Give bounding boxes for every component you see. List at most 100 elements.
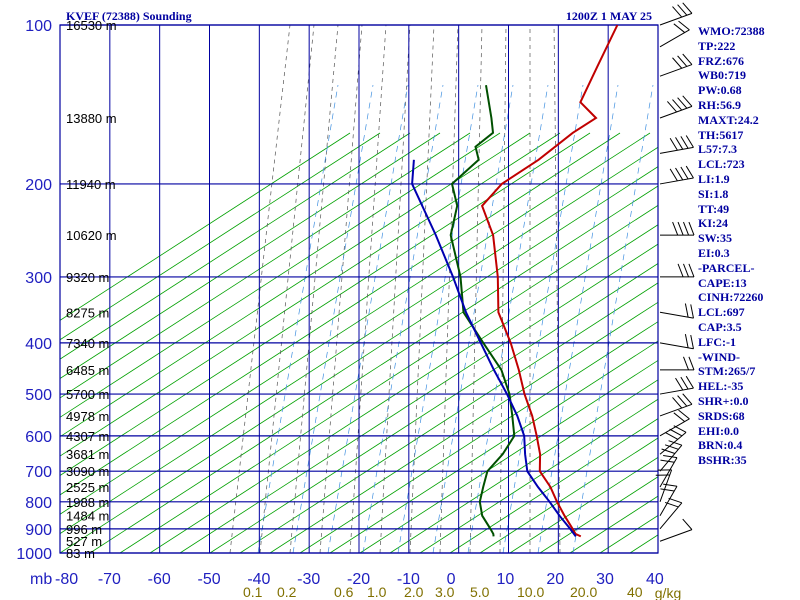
sounding-title: KVEF (72388) Sounding <box>66 9 192 23</box>
mixing-ratio-label: 5.0 <box>470 584 490 600</box>
wind-barb-flag <box>669 428 683 437</box>
wind-barb <box>659 135 694 154</box>
wind-barb <box>659 409 690 437</box>
wind-barb-flag <box>669 138 678 151</box>
wind-barb-flag <box>688 263 695 278</box>
wind-barb-flag <box>685 165 694 179</box>
dry-adiabat-line <box>60 132 351 321</box>
wind-barb-staff <box>659 431 687 455</box>
mixing-ratio-line <box>502 84 584 553</box>
index-item: TP:222 <box>698 38 736 53</box>
wind-barb-flag <box>661 448 676 454</box>
wind-barb <box>660 263 695 278</box>
mixing-ratio-line <box>537 84 619 553</box>
height-label: 527 m <box>66 534 102 549</box>
pressure-unit-label: mb <box>30 571 52 588</box>
wind-barb-flag <box>680 166 689 180</box>
index-item: BSHR:35 <box>698 453 747 468</box>
moist-adiabat-line <box>409 25 435 553</box>
temperature-tick-label: 30 <box>596 571 614 588</box>
wind-barb-flag <box>675 137 684 150</box>
wind-barb-flag <box>678 409 690 420</box>
index-item: LI:1.9 <box>698 171 730 186</box>
mixing-ratio-label: 40 <box>627 584 643 600</box>
wind-barb-flag <box>684 334 689 348</box>
index-item: PW:0.68 <box>698 83 742 98</box>
mixing-ratio-label: 0.6 <box>334 584 354 600</box>
plot-frame <box>59 24 659 554</box>
moist-adiabat-line <box>289 25 339 553</box>
height-label: 16530 m <box>66 18 117 33</box>
wind-barb-flag <box>682 53 693 65</box>
background-lines <box>60 25 658 553</box>
wind-barb-flag <box>690 334 694 349</box>
moist-adiabat-line <box>439 25 459 553</box>
pressure-grid <box>59 24 659 554</box>
moist-adiabat-line <box>319 25 363 553</box>
mixing-ratio-unit: g/kg <box>655 585 681 600</box>
wind-barb-flag <box>682 518 693 530</box>
wind-barb-flag <box>677 263 684 278</box>
wind-barb-flag <box>680 376 689 390</box>
dry-adiabat-line <box>509 456 658 553</box>
wind-barb-flag <box>683 356 690 371</box>
height-label: 996 m <box>66 522 102 537</box>
wind-barb <box>659 53 693 77</box>
temperature-tick-label: 0 <box>447 571 456 588</box>
index-item: LFC:-1 <box>698 334 736 349</box>
wind-barb <box>659 303 694 319</box>
index-item: CAPE:13 <box>698 275 747 290</box>
wind-barb <box>659 375 694 395</box>
wind-barb-flag <box>675 167 684 181</box>
dry-adiabat-line <box>60 132 381 341</box>
wind-barb-staff <box>659 12 693 26</box>
wind-barb <box>659 2 693 26</box>
wind-barb-flag <box>690 304 694 319</box>
dry-adiabat-line <box>539 476 658 553</box>
wind-barb-flag <box>664 444 679 450</box>
index-item: SI:1.8 <box>698 186 729 201</box>
height-label: 6485 m <box>66 363 109 378</box>
wind-barb-flag <box>678 20 690 31</box>
wind-barb-flag <box>685 375 694 389</box>
height-label: 5700 m <box>66 387 109 402</box>
wind-barb-flag <box>684 303 689 318</box>
moist-adiabat-line <box>229 25 291 553</box>
wind-barb-flag <box>682 2 693 14</box>
height-label: 7340 m <box>66 336 109 351</box>
index-item: BRN:0.4 <box>698 438 743 453</box>
moist-adiabat-line <box>379 25 411 553</box>
index-item: L57:7.3 <box>698 142 737 157</box>
height-label: 83 m <box>66 546 95 561</box>
index-item: CAP:3.5 <box>698 319 742 334</box>
dry-adiabat-line <box>479 437 658 553</box>
wind-barb-flag <box>682 393 693 405</box>
pressure-tick-label: 300 <box>25 270 52 287</box>
index-item: WMO:72388 <box>698 24 765 38</box>
wind-barb-staff <box>659 502 683 530</box>
wind-barb-flag <box>667 101 677 113</box>
mixing-ratio-label: 0.2 <box>277 584 297 600</box>
pressure-tick-label: 900 <box>25 522 52 539</box>
wind-barb <box>660 356 695 371</box>
wind-barb <box>659 95 693 119</box>
index-item: -PARCEL- <box>698 260 755 275</box>
wind-barb-flag <box>677 97 688 109</box>
wind-barb-flag <box>677 221 684 236</box>
mixing-ratio-line <box>362 84 444 553</box>
dewpoint-trace <box>449 85 516 537</box>
wind-barb-flag <box>675 377 684 391</box>
wind-barb-flag <box>673 412 686 422</box>
wind-barb-flag <box>683 221 690 236</box>
wind-barb-flag <box>677 395 688 407</box>
sounding-traces <box>411 25 619 538</box>
wind-barb-flag <box>660 459 675 463</box>
sounding-time: 1200Z 1 MAY 25 <box>566 9 652 23</box>
temperature-tick-label: 10 <box>497 571 515 588</box>
wind-barb-flag <box>685 135 694 148</box>
index-item: KI:24 <box>698 216 728 231</box>
mixing-ratio-label: 20.0 <box>570 584 597 600</box>
height-label: 2525 m <box>66 480 109 495</box>
